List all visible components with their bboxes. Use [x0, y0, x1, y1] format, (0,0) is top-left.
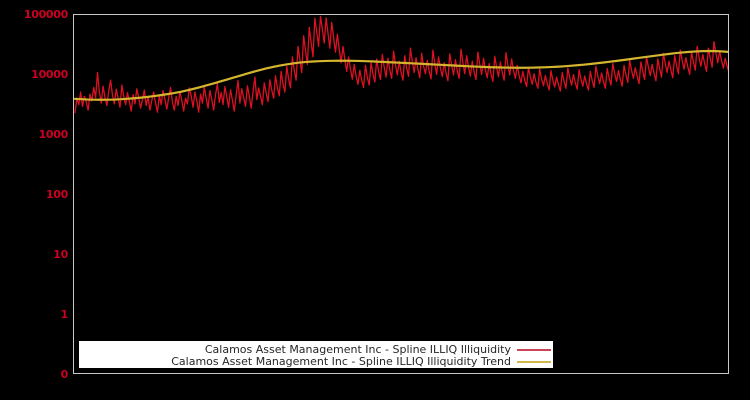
series-svg: [74, 15, 728, 114]
y-axis-tick-label: 10: [53, 248, 68, 261]
y-axis-tick-label: 10000: [31, 68, 68, 81]
y-axis-tick-label: 1000: [38, 128, 69, 141]
plot-area: [73, 14, 729, 374]
legend-item-label: Calamos Asset Management Inc - Spline IL…: [171, 355, 511, 368]
legend-item-illiquidity[interactable]: Calamos Asset Management Inc - Spline IL…: [80, 343, 554, 356]
y-axis-tick-label: 100000: [23, 8, 68, 21]
legend-line-swatch-icon: [517, 355, 551, 368]
legend-item-illiquidity-trend[interactable]: Calamos Asset Management Inc - Spline IL…: [80, 355, 554, 368]
y-axis-tick-label: 1: [60, 308, 69, 321]
y-axis: 100000 10000 1000 100 10 1 0: [0, 0, 68, 400]
y-axis-tick-label: 100: [45, 188, 68, 201]
series-line-illiquidity: [74, 15, 728, 114]
series-line-trend: [74, 49, 728, 101]
chart-legend: Calamos Asset Management Inc - Spline IL…: [79, 341, 553, 368]
legend-item-label: Calamos Asset Management Inc - Spline IL…: [204, 343, 511, 356]
legend-line-swatch-icon: [517, 343, 551, 356]
y-axis-tick-label: 0: [60, 368, 69, 381]
